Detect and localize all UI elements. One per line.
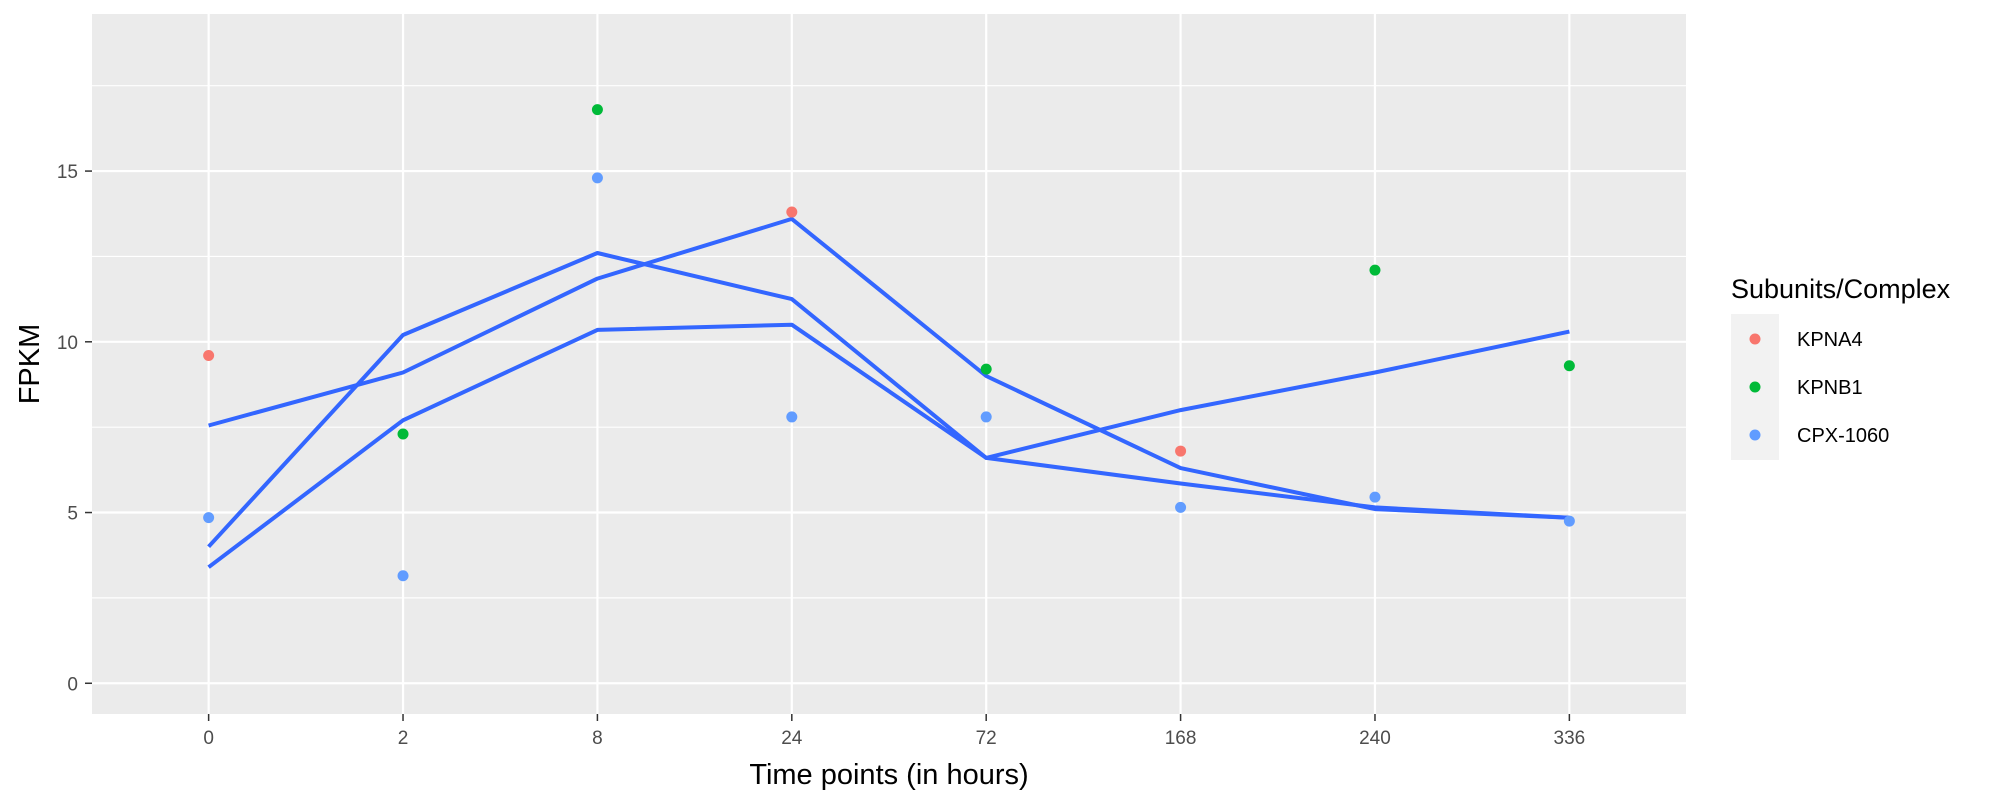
point-kpnb1-2 — [397, 428, 409, 440]
x-tick-label: 336 — [1554, 728, 1586, 749]
point-cpx-1060-24 — [786, 411, 798, 423]
legend-label-cpx-1060: CPX-1060 — [1797, 425, 1889, 447]
trend-line-2 — [207, 251, 1570, 549]
point-kpnb1-240 — [1369, 264, 1381, 276]
legend-key-kpna4 — [1749, 333, 1761, 345]
x-axis-title: Time points (in hours) — [749, 759, 1028, 791]
x-tick-label: 168 — [1165, 728, 1197, 749]
point-kpna4-168 — [1175, 445, 1187, 457]
y-tick-label: 15 — [57, 162, 78, 183]
y-tick-label: 5 — [67, 504, 78, 525]
x-tick-label: 240 — [1359, 728, 1391, 749]
y-tick-label: 10 — [57, 333, 78, 354]
x-axis: 0 2 8 24 72 168 240 336 — [203, 714, 1585, 749]
point-cpx-1060-72 — [980, 411, 992, 423]
y-axis: 0 5 10 15 — [57, 162, 92, 695]
x-tick-label: 8 — [592, 728, 603, 749]
legend-key-kpnb1 — [1749, 381, 1761, 393]
data-points — [203, 104, 1575, 582]
legend-label-kpna4: KPNA4 — [1797, 329, 1863, 351]
point-cpx-1060-336 — [1563, 515, 1575, 527]
point-kpna4-24 — [786, 206, 798, 218]
legend-label-kpnb1: KPNB1 — [1797, 377, 1863, 399]
point-cpx-1060-2 — [397, 570, 409, 582]
plot-panel — [92, 14, 1686, 714]
legend-key-cpx-1060 — [1749, 429, 1761, 441]
point-cpx-1060-8 — [591, 172, 603, 184]
x-tick-label: 0 — [203, 728, 214, 749]
grid-minor — [92, 85, 1686, 599]
point-kpna4-0 — [203, 349, 215, 361]
trend-lines — [207, 216, 1570, 569]
y-axis-title: FPKM — [14, 324, 46, 405]
point-cpx-1060-0 — [203, 512, 215, 524]
point-kpnb1-72 — [980, 363, 992, 375]
legend-items: KPNA4 KPNB1 CPX-1060 — [1731, 314, 1889, 460]
point-cpx-1060-168 — [1175, 501, 1187, 513]
trend-line-3 — [207, 322, 1570, 569]
legend: Subunits/Complex KPNA4 KPNB1 CPX-1060 — [1731, 274, 1951, 460]
x-tick-label: 24 — [781, 728, 803, 749]
x-tick-label: 2 — [398, 728, 409, 749]
y-tick-label: 0 — [67, 674, 78, 695]
legend-title: Subunits/Complex — [1731, 274, 1951, 304]
point-kpnb1-336 — [1563, 360, 1575, 372]
point-cpx-1060-240 — [1369, 491, 1381, 503]
x-tick-label: 72 — [976, 728, 997, 749]
point-kpnb1-8 — [591, 104, 603, 116]
